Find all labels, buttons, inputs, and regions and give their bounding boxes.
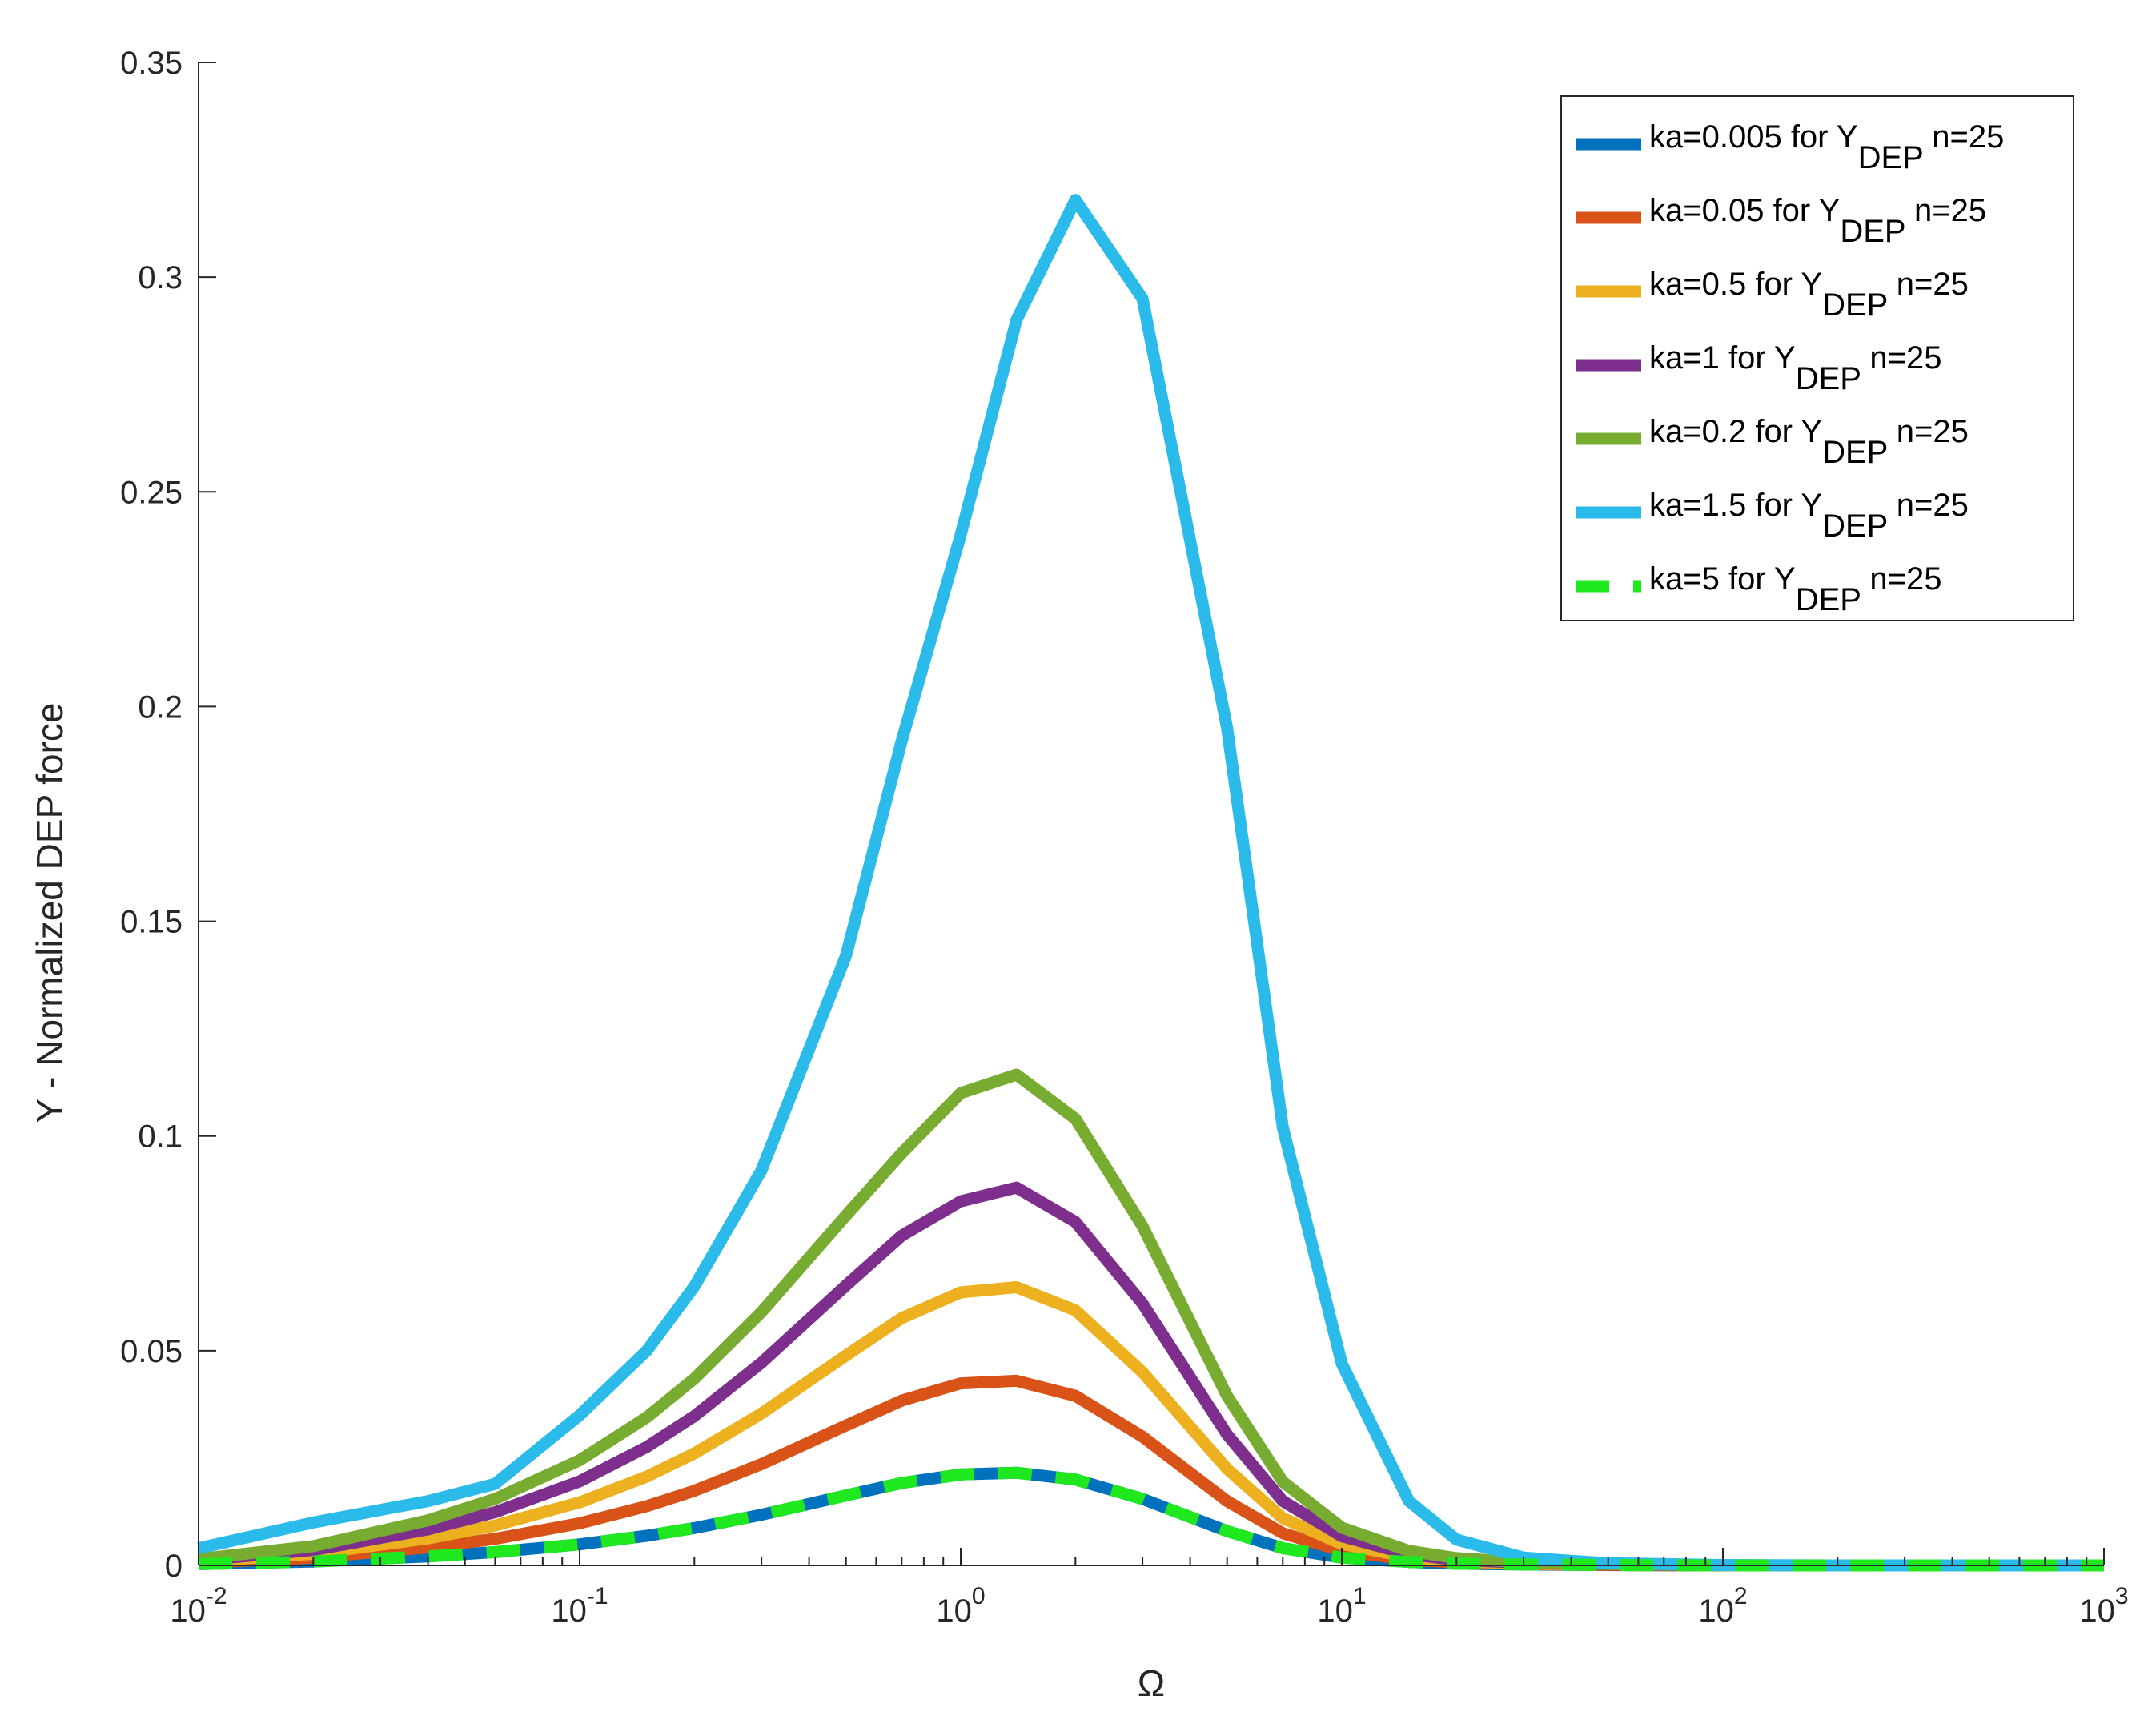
x-tick-label: 102 — [1698, 1583, 1747, 1629]
legend-box — [1560, 95, 2074, 621]
legend-entry-6: ka=1.5 for YDEP n=25 — [1649, 488, 1969, 544]
legend-entry-7: ka=5 for YDEP n=25 — [1649, 561, 1941, 617]
y-tick-label: 0 — [165, 1549, 183, 1584]
y-tick-label: 0.1 — [138, 1119, 183, 1155]
x-tick-label: 103 — [2079, 1583, 2128, 1629]
x-tick-label: 101 — [1317, 1583, 1366, 1629]
y-tick-label: 0.35 — [120, 46, 183, 81]
x-tick-label: 100 — [936, 1583, 985, 1629]
y-tick-label: 0.05 — [120, 1334, 183, 1369]
legend-entry-1: ka=0.005 for YDEP n=25 — [1649, 119, 2004, 175]
legend: ka=0.005 for YDEP n=25 ka=0.05 for YDEP n… — [1560, 95, 2074, 621]
x-tick-label: 10-2 — [170, 1583, 227, 1629]
x-axis-label: Ω — [1138, 1662, 1165, 1704]
x-tick-label: 10-1 — [551, 1583, 608, 1629]
legend-entry-3: ka=0.5 for YDEP n=25 — [1649, 267, 1969, 323]
y-tick-label: 0.25 — [120, 475, 183, 510]
legend-entry-5: ka=0.2 for YDEP n=25 — [1649, 414, 1969, 470]
y-tick-label: 0.15 — [120, 905, 183, 940]
y-axis-label: Y - Normalized DEP force — [29, 703, 70, 1123]
legend-entry-4: ka=1 for YDEP n=25 — [1649, 340, 1941, 396]
legend-entry-2: ka=0.05 for YDEP n=25 — [1649, 193, 1986, 249]
y-tick-label: 0.2 — [138, 689, 183, 725]
y-tick-label: 0.3 — [138, 260, 183, 295]
series-line-7 — [198, 1466, 2104, 1572]
axes-layer: 0 0.05 0.1 0.15 0.2 0.25 0.3 0.35 10-2 10-1 100 101… — [120, 46, 2128, 1629]
